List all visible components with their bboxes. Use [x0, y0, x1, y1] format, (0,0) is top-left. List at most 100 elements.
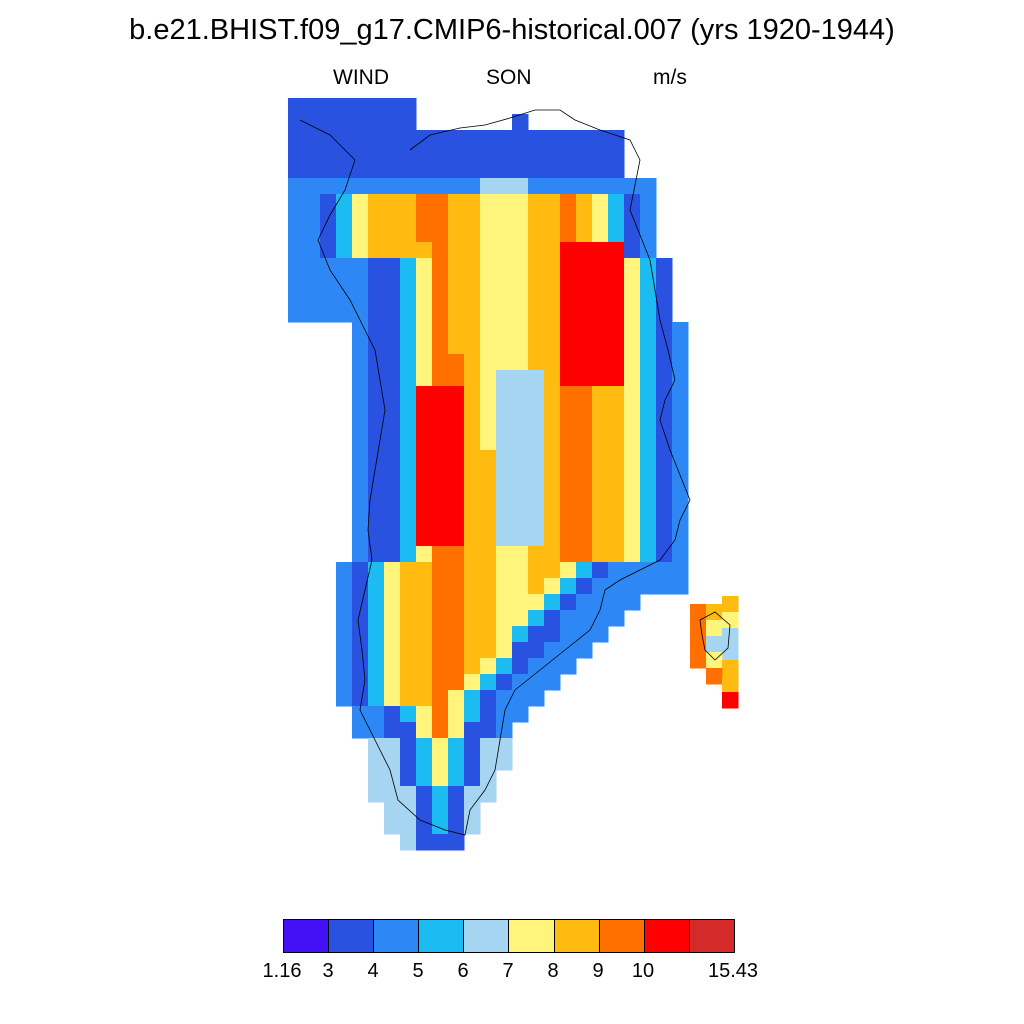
map-cell [528, 162, 545, 179]
map-cell [480, 610, 497, 627]
map-cell [496, 722, 513, 739]
map-cell [656, 258, 673, 275]
map-cell [432, 770, 449, 787]
map-cell [496, 162, 513, 179]
map-cell [528, 290, 545, 307]
map-cell [544, 418, 561, 435]
map-cell [352, 690, 369, 707]
map-cell [400, 114, 417, 131]
coastline-east [409, 109, 691, 691]
map-cell [384, 738, 401, 755]
map-cell [560, 274, 577, 291]
map-cell [400, 98, 417, 115]
map-cell [480, 130, 497, 147]
map-cell [416, 514, 433, 531]
map-cell [368, 706, 385, 723]
map-cell [656, 482, 673, 499]
map-cell [304, 290, 321, 307]
map-cell [576, 226, 593, 243]
map-cell [448, 498, 465, 515]
map-cell [544, 626, 561, 643]
map-cell [496, 658, 513, 675]
map-cell [496, 578, 513, 595]
map-cell [608, 322, 625, 339]
map-cell [480, 770, 497, 787]
colorbar-box-4 [464, 920, 510, 952]
map-cell [464, 338, 481, 355]
map-cell [352, 210, 369, 227]
map-cell [512, 578, 529, 595]
map-cell [288, 114, 305, 131]
map-cell [672, 578, 689, 595]
map-cell [400, 546, 417, 563]
colorbar-box-9 [689, 920, 734, 952]
map-cell [528, 498, 545, 515]
map-cell [480, 386, 497, 403]
map-cell [560, 194, 577, 211]
map-cell [512, 162, 529, 179]
map-cell [336, 226, 353, 243]
map-cell [320, 290, 337, 307]
map-cell [576, 594, 593, 611]
map-cell [416, 402, 433, 419]
map-cell [640, 578, 657, 595]
map-cell [416, 754, 433, 771]
map-cell [608, 466, 625, 483]
map-cell [400, 450, 417, 467]
map-cell [528, 450, 545, 467]
map-cell [464, 738, 481, 755]
map-cell [496, 738, 513, 755]
map-cell [432, 594, 449, 611]
map-cell [368, 514, 385, 531]
map-cell [560, 402, 577, 419]
map-cell [352, 450, 369, 467]
map-cell [528, 658, 545, 675]
map-cell [576, 450, 593, 467]
map-cell [336, 274, 353, 291]
map-cell [480, 146, 497, 163]
map-cell [448, 482, 465, 499]
map-cell [480, 498, 497, 515]
map-cell [320, 162, 337, 179]
map-cell [544, 498, 561, 515]
map-cell [560, 290, 577, 307]
map-cell [336, 578, 353, 595]
map-cell [464, 354, 481, 371]
map-cell [432, 738, 449, 755]
map-cell [352, 418, 369, 435]
map-cell [400, 770, 417, 787]
map-cell [288, 130, 305, 147]
map-cell [690, 652, 707, 669]
map-cell [560, 418, 577, 435]
map-cell [560, 226, 577, 243]
map-cell [400, 802, 417, 819]
map-cell [304, 226, 321, 243]
map-cell [368, 98, 385, 115]
map-cell [528, 242, 545, 259]
map-cell [384, 130, 401, 147]
map-cell [352, 578, 369, 595]
map-cell [288, 194, 305, 211]
map-cell [288, 178, 305, 195]
map-cell [384, 610, 401, 627]
map-cell [640, 402, 657, 419]
map-cell [480, 370, 497, 387]
map-cell [448, 802, 465, 819]
map-cell [432, 434, 449, 451]
map-cell [432, 402, 449, 419]
map-cell [592, 498, 609, 515]
map-cell [624, 546, 641, 563]
map-cell [656, 578, 673, 595]
map-cell [400, 418, 417, 435]
map-cell [464, 658, 481, 675]
map-cell [304, 258, 321, 275]
map-cell [384, 194, 401, 211]
map-cell [432, 226, 449, 243]
map-cell [384, 290, 401, 307]
map-cell [304, 274, 321, 291]
map-cell [608, 146, 625, 163]
map-cell [480, 162, 497, 179]
map-cell [448, 386, 465, 403]
map-cell [592, 418, 609, 435]
map-cell [576, 290, 593, 307]
